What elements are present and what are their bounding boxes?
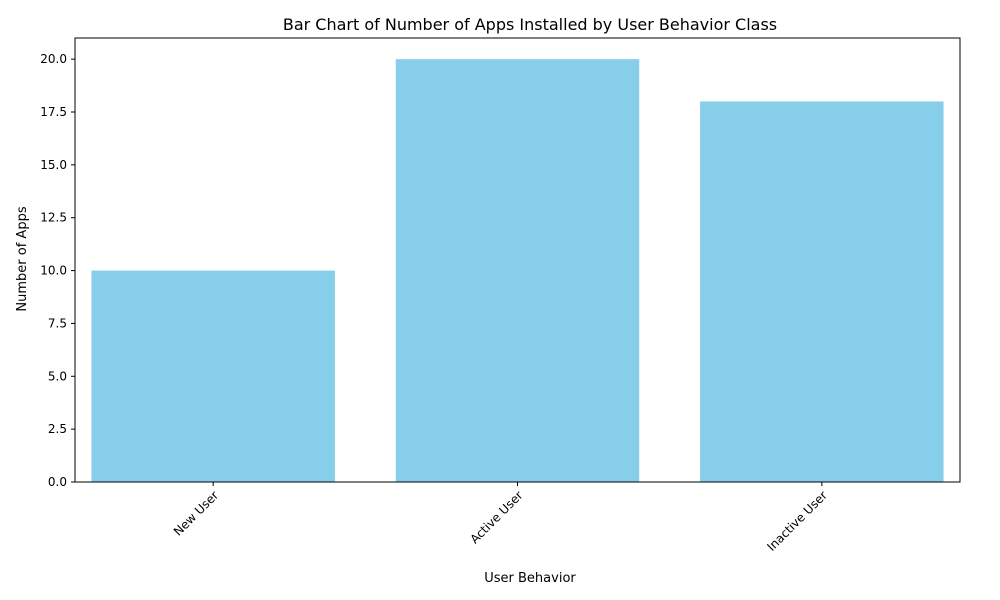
bars-group: [91, 59, 944, 483]
y-tick-label: 2.5: [48, 422, 67, 436]
x-tick-label: New User: [171, 488, 221, 538]
x-axis-ticks: New User Active User Inactive User: [171, 482, 830, 554]
x-tick-label: Active User: [467, 488, 525, 546]
bar-inactive-user: [700, 101, 944, 482]
x-axis-label: User Behavior: [484, 571, 576, 586]
bar-new-user: [91, 270, 335, 482]
y-tick-label: 10.0: [40, 264, 67, 278]
y-tick-label: 7.5: [48, 316, 67, 330]
bar-active-user: [395, 59, 640, 483]
y-axis-label: Number of Apps: [15, 206, 30, 311]
y-tick-label: 17.5: [40, 105, 67, 119]
y-tick-label: 15.0: [40, 158, 67, 172]
y-axis-ticks: 0.0 2.5 5.0 7.5 10.0 12.5 15.0 17.5 20.0: [40, 52, 75, 489]
y-tick-label: 5.0: [48, 369, 67, 383]
y-tick-label: 20.0: [40, 52, 67, 66]
chart-title: Bar Chart of Number of Apps Installed by…: [283, 15, 777, 34]
y-tick-label: 0.0: [48, 475, 67, 489]
x-tick-label: Inactive User: [764, 488, 830, 554]
plot-frame: [74, 37, 961, 483]
y-tick-label: 12.5: [40, 211, 67, 225]
